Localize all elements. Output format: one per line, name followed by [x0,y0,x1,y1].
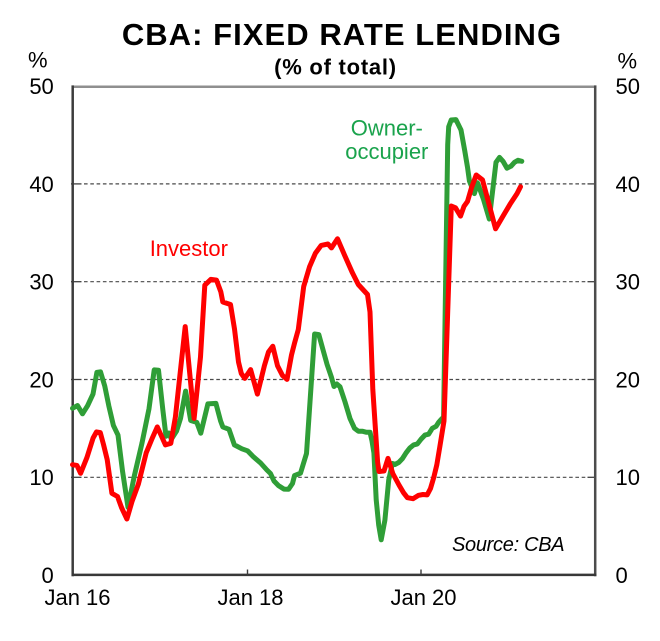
svg-text:Investor: Investor [150,236,228,261]
svg-text:%: % [28,48,48,73]
svg-text:CBA: FIXED RATE LENDING: CBA: FIXED RATE LENDING [122,17,562,52]
svg-text:40: 40 [616,172,640,197]
svg-text:10: 10 [29,465,53,490]
svg-text:(% of total): (% of total) [274,55,397,80]
svg-text:Source: CBA: Source: CBA [452,534,564,556]
svg-text:50: 50 [29,74,53,99]
svg-text:30: 30 [616,270,640,295]
svg-text:30: 30 [29,270,53,295]
svg-text:Jan 18: Jan 18 [217,585,283,610]
svg-text:20: 20 [616,367,640,392]
svg-text:Owner-: Owner- [351,116,423,141]
svg-text:%: % [618,49,638,74]
svg-text:Jan 20: Jan 20 [390,585,456,610]
svg-text:40: 40 [29,172,53,197]
svg-text:occupier: occupier [345,139,428,164]
svg-text:Jan 16: Jan 16 [44,585,110,610]
svg-text:0: 0 [616,563,628,588]
svg-text:20: 20 [29,367,53,392]
svg-text:10: 10 [616,465,640,490]
svg-text:50: 50 [616,74,640,99]
svg-text:0: 0 [42,563,54,588]
